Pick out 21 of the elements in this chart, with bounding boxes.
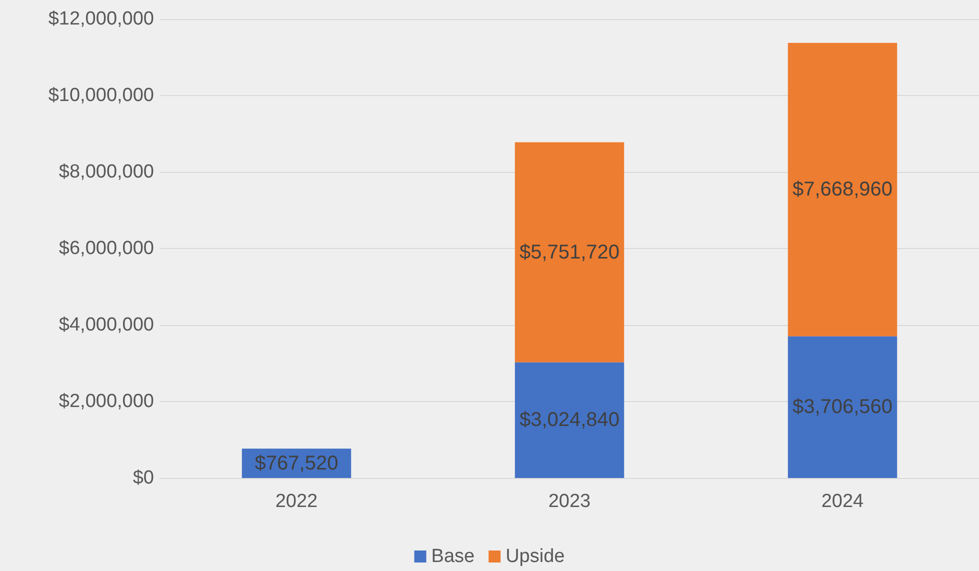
y-tick-label: $6,000,000 [58, 238, 154, 259]
x-tick-label: 2022 [275, 491, 318, 512]
bar [514, 362, 624, 478]
y-tick-label: $10,000,000 [48, 85, 154, 106]
x-tick-label: 2024 [821, 491, 864, 512]
y-tick-label: $0 [132, 468, 154, 488]
y-tick-label: $4,000,000 [58, 314, 154, 336]
data-label: $5,751,720 [519, 241, 620, 264]
y-tick-label: $2,000,000 [58, 391, 154, 412]
data-label: $3,024,840 [519, 409, 620, 432]
x-tick-label: 2023 [548, 491, 591, 512]
bar [788, 42, 898, 336]
data-label: $7,668,960 [792, 178, 893, 201]
legend-label: Base [431, 546, 475, 567]
legend-label: Upside [506, 546, 565, 567]
data-label: $767,520 [254, 452, 338, 474]
y-tick-label: $8,000,000 [58, 162, 154, 182]
data-label: $3,706,560 [792, 396, 893, 418]
bar [514, 142, 624, 362]
bar [788, 336, 898, 478]
y-tick-label: $12,000,000 [48, 8, 154, 30]
